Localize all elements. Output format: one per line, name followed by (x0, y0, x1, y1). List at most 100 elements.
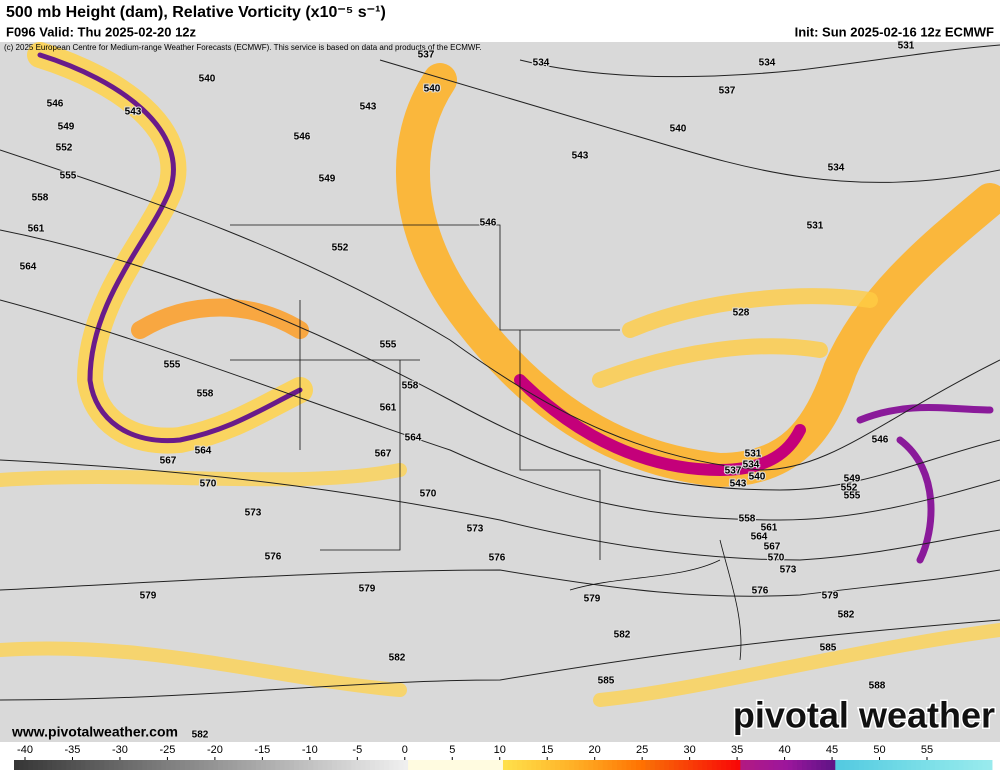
colorbar-swatch (422, 760, 428, 770)
colorbar-swatch (80, 760, 86, 770)
contour-label: 561 (380, 403, 397, 414)
colorbar-swatch (621, 760, 627, 770)
colorbar-swatch (574, 760, 580, 770)
colorbar-swatch (431, 760, 438, 770)
colorbar-swatch (246, 760, 252, 770)
colorbar-swatch (797, 760, 803, 770)
contour-label: 531 (898, 41, 915, 52)
colorbar-swatch (783, 760, 789, 770)
colorbar-swatch (607, 760, 613, 770)
vorticity-field (0, 42, 1000, 707)
height-contours (0, 44, 1000, 701)
colorbar-tick-label: 15 (541, 744, 553, 756)
colorbar-swatch (308, 760, 314, 770)
colorbar-swatch (313, 760, 319, 770)
colorbar-swatch (825, 760, 832, 770)
colorbar-swatch (559, 760, 566, 770)
colorbar-swatch (920, 760, 926, 770)
colorbar-swatch (726, 760, 732, 770)
colorbar-swatch (18, 760, 24, 770)
colorbar-swatch (241, 760, 248, 770)
colorbar-swatch (583, 760, 589, 770)
colorbar-swatch (322, 760, 328, 770)
contour-label: 537 (725, 466, 742, 477)
colorbar-swatch (113, 760, 119, 770)
colorbar-swatch (569, 760, 575, 770)
colorbar-swatch (764, 760, 770, 770)
colorbar-swatch (944, 760, 950, 770)
colorbar-swatch (417, 760, 423, 770)
contour-label: 555 (380, 340, 397, 351)
colorbar-tick-label: 55 (921, 744, 933, 756)
colorbar-swatch (180, 760, 186, 770)
colorbar-swatch (199, 760, 205, 770)
colorbar-swatch (669, 760, 675, 770)
colorbar-swatch (142, 760, 148, 770)
contour-label: 576 (752, 586, 769, 597)
colorbar-swatch (882, 760, 889, 770)
contour-label: 564 (20, 262, 37, 273)
contour-label: 558 (32, 193, 49, 204)
colorbar-swatch (403, 760, 409, 770)
colorbar-swatch (436, 760, 442, 770)
colorbar-swatch (70, 760, 77, 770)
colorbar-swatch (374, 760, 381, 770)
colorbar-swatch (393, 760, 400, 770)
colorbar-swatch (564, 760, 570, 770)
contour-label: 579 (359, 584, 376, 595)
colorbar-swatch (460, 760, 466, 770)
colorbar-swatch (616, 760, 623, 770)
colorbar-swatch (66, 760, 72, 770)
contour-label: 579 (584, 594, 601, 605)
colorbar-swatch (336, 760, 343, 770)
colorbar-swatch (275, 760, 281, 770)
colorbar-swatch (640, 760, 646, 770)
colorbar-swatch (887, 760, 893, 770)
colorbar-swatch (502, 760, 509, 770)
colorbar-swatch (707, 760, 713, 770)
colorbar-swatch (659, 760, 665, 770)
colorbar-tick-label: 40 (778, 744, 790, 756)
colorbar-swatch (332, 760, 338, 770)
contour-label: 540 (749, 472, 766, 483)
colorbar-swatch (237, 760, 243, 770)
colorbar-swatch (692, 760, 699, 770)
colorbar-swatch (341, 760, 347, 770)
colorbar-swatch (317, 760, 324, 770)
contour-label: 573 (780, 565, 797, 576)
contour-label: 546 (294, 132, 311, 143)
init-time: Init: Sun 2025-02-16 12z ECMWF (795, 24, 994, 39)
colorbar-swatch (721, 760, 727, 770)
contour-label: 546 (47, 99, 64, 110)
header-bar (0, 0, 1000, 42)
colorbar-swatch (360, 760, 366, 770)
colorbar-swatch (939, 760, 945, 770)
colorbar-swatch (127, 760, 134, 770)
colorbar-swatch (370, 760, 376, 770)
contour-label: 543 (572, 151, 589, 162)
contour-label: 552 (332, 243, 349, 254)
colorbar-swatch (94, 760, 100, 770)
colorbar-swatch (977, 760, 983, 770)
colorbar-swatch (916, 760, 922, 770)
colorbar-swatch (787, 760, 794, 770)
colorbar-swatch (446, 760, 452, 770)
contour-label: 540 (199, 74, 216, 85)
colorbar-swatch (678, 760, 684, 770)
colorbar-swatch (987, 760, 993, 770)
contour-label: 579 (140, 591, 157, 602)
colorbar-swatch (146, 760, 153, 770)
colorbar-tick-label: -10 (302, 744, 318, 756)
colorbar-swatch (745, 760, 751, 770)
colorbar-swatch (408, 760, 414, 770)
contour-label: 567 (160, 456, 177, 467)
colorbar-swatch (555, 760, 561, 770)
colorbar-swatch (303, 760, 309, 770)
colorbar-swatch (279, 760, 286, 770)
colorbar-swatch (42, 760, 48, 770)
colorbar-swatch (156, 760, 162, 770)
colorbar-swatch (588, 760, 594, 770)
colorbar-swatch (792, 760, 798, 770)
colorbar-tick-label: -25 (159, 744, 175, 756)
colorbar-swatch (730, 760, 737, 770)
